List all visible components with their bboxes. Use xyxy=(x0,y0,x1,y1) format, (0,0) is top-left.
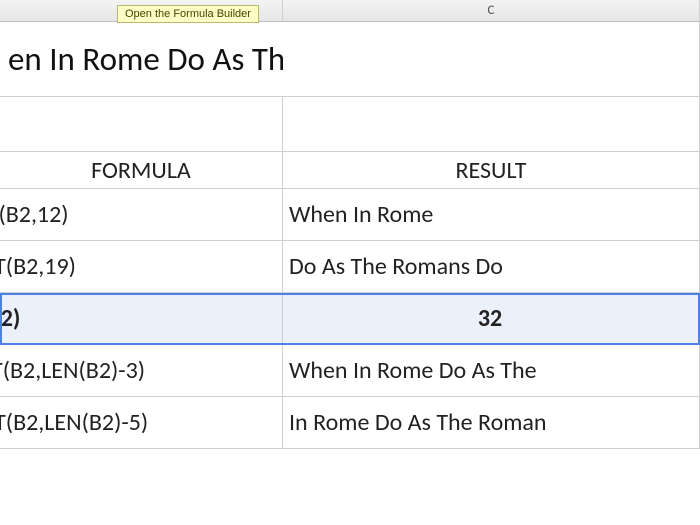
cell-b3[interactable] xyxy=(0,97,283,152)
header-formula[interactable]: FORMULA xyxy=(0,152,283,189)
formula-cell[interactable]: N(B2) xyxy=(0,293,283,345)
cell-b2[interactable]: en In Rome Do As The Romans Do xyxy=(0,22,283,97)
result-cell[interactable]: 32 xyxy=(283,293,700,345)
title-row: en In Rome Do As The Romans Do xyxy=(0,22,700,97)
formula-cell[interactable]: FT(B2,LEN(B2)-3) xyxy=(0,345,283,397)
table-row: FT(B2,LEN(B2)-3) When In Rome Do As The xyxy=(0,345,700,397)
formula-builder-tooltip: Open the Formula Builder xyxy=(117,5,259,23)
header-result[interactable]: RESULT xyxy=(283,152,700,189)
table-row: GHT(B2,LEN(B2)-5) In Rome Do As The Roma… xyxy=(0,397,700,449)
result-cell[interactable]: When In Rome xyxy=(283,189,700,241)
column-header-row: B C xyxy=(0,0,700,22)
table-row: EFT(B2,12) When In Rome xyxy=(0,189,700,241)
spreadsheet-viewport: Open the Formula Builder B C en In Rome … xyxy=(0,0,700,525)
cell-c2[interactable] xyxy=(283,22,700,97)
table-header-row: FORMULA RESULT xyxy=(0,152,700,189)
result-cell[interactable]: When In Rome Do As The xyxy=(283,345,700,397)
table-row: GHT(B2,19) Do As The Romans Do xyxy=(0,241,700,293)
formula-cell[interactable]: GHT(B2,LEN(B2)-5) xyxy=(0,397,283,449)
spacer-row xyxy=(0,97,700,152)
column-header-c[interactable]: C xyxy=(283,0,700,21)
cell-c3[interactable] xyxy=(283,97,700,152)
formula-cell[interactable]: GHT(B2,19) xyxy=(0,241,283,293)
result-cell[interactable]: In Rome Do As The Roman xyxy=(283,397,700,449)
result-cell[interactable]: Do As The Romans Do xyxy=(283,241,700,293)
grid: en In Rome Do As The Romans Do FORMULA R… xyxy=(0,22,700,449)
table-row-selected: N(B2) 32 xyxy=(0,293,700,345)
formula-cell[interactable]: EFT(B2,12) xyxy=(0,189,283,241)
